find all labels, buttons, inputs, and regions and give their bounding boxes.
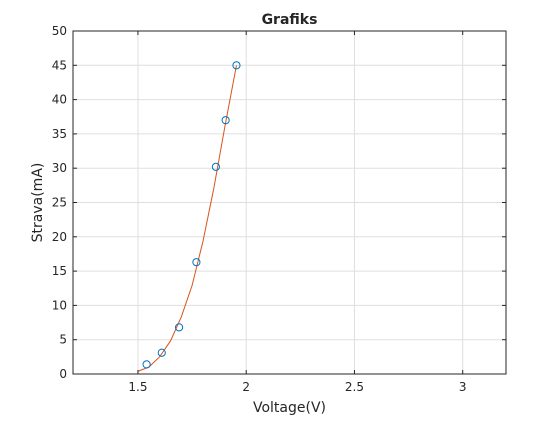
y-tick-label: 30 xyxy=(52,161,67,175)
y-tick-label: 5 xyxy=(59,333,67,347)
y-tick-label: 40 xyxy=(52,93,67,107)
data-point xyxy=(211,162,220,171)
y-tick-label: 45 xyxy=(52,58,67,72)
y-axis-label: Strava(mA) xyxy=(30,163,46,243)
y-tick-label: 20 xyxy=(52,230,67,244)
data-point xyxy=(232,61,241,70)
x-tick-label: 3 xyxy=(459,380,467,394)
x-axis: 1.5 2 2.5 3 xyxy=(128,31,467,394)
data-point xyxy=(174,323,184,332)
data-point xyxy=(142,360,151,369)
scatter-series xyxy=(142,61,241,369)
y-tick-label: 35 xyxy=(52,127,67,141)
data-point xyxy=(192,258,201,267)
fit-line xyxy=(137,65,237,372)
data-point xyxy=(221,116,230,125)
y-tick-label: 0 xyxy=(59,367,67,381)
y-axis: 0 5 10 15 20 25 30 35 40 45 50 xyxy=(52,24,506,381)
fit-line-series xyxy=(137,65,237,372)
x-axis-label: Voltage(V) xyxy=(253,400,326,416)
y-tick-label: 15 xyxy=(52,264,67,278)
y-tick-label: 25 xyxy=(52,196,67,210)
chart-title: Grafiks xyxy=(262,12,318,28)
y-tick-label: 50 xyxy=(52,24,67,38)
x-tick-label: 2.5 xyxy=(345,380,364,394)
data-point xyxy=(157,348,166,357)
x-tick-label: 2 xyxy=(242,380,250,394)
x-tick-label: 1.5 xyxy=(128,380,147,394)
y-tick-label: 10 xyxy=(52,298,67,312)
